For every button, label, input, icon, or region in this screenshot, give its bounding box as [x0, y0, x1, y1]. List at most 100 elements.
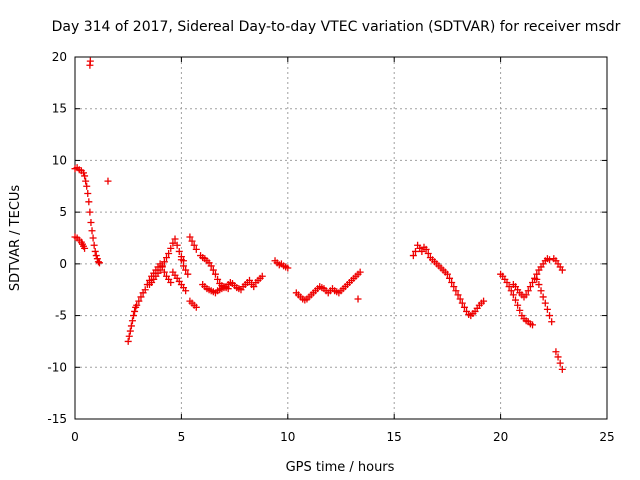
data-point — [95, 259, 103, 267]
x-tick-label: 5 — [178, 430, 186, 444]
data-point — [188, 237, 196, 245]
plot-area-border — [74, 56, 608, 420]
data-point — [141, 286, 149, 294]
series-early-low — [71, 233, 89, 252]
data-point — [554, 353, 562, 361]
data-point — [446, 274, 454, 282]
data-point — [130, 312, 138, 320]
series-segment-16-19h — [409, 241, 488, 320]
series-segment-5-6h — [177, 233, 200, 278]
series-segment-22h — [533, 275, 556, 326]
data-point — [84, 190, 92, 198]
data-point — [163, 254, 171, 262]
data-point — [167, 244, 175, 252]
data-point — [541, 299, 549, 307]
x-tick-label: 25 — [599, 430, 614, 444]
data-point — [156, 266, 164, 274]
data-point — [135, 297, 143, 305]
data-point — [250, 283, 258, 291]
data-point — [448, 278, 456, 286]
series-drop-5.5h — [186, 297, 200, 311]
y-tick-label: 5 — [59, 205, 67, 219]
data-point — [85, 198, 93, 206]
data-point — [93, 255, 101, 263]
data-point — [90, 241, 98, 249]
data-point — [83, 182, 91, 190]
series-lower-4-5h — [169, 268, 190, 295]
data-point — [177, 256, 185, 264]
data-point — [516, 306, 524, 314]
data-point — [526, 283, 534, 291]
data-point — [458, 299, 466, 307]
data-point — [533, 275, 541, 283]
data-point — [173, 241, 181, 249]
y-tick-label: -15 — [47, 412, 67, 426]
grid-lines — [75, 57, 607, 419]
data-point — [207, 262, 215, 270]
data-point — [503, 278, 511, 286]
y-tick-label: 15 — [52, 102, 67, 116]
y-tick-label: -10 — [47, 360, 67, 374]
data-point — [548, 318, 556, 326]
data-point — [127, 322, 135, 330]
y-tick-label: 10 — [52, 153, 67, 167]
data-point — [546, 256, 554, 264]
series-early-high — [71, 164, 103, 267]
data-point — [509, 291, 517, 299]
data-point — [543, 305, 551, 313]
data-point — [552, 348, 560, 356]
data-point — [443, 270, 451, 278]
data-point — [214, 275, 222, 283]
data-point — [356, 268, 364, 276]
chart-title: Day 314 of 2017, Sidereal Day-to-day VTE… — [52, 19, 621, 35]
x-tick-label: 10 — [280, 430, 295, 444]
data-point — [128, 317, 136, 325]
data-point — [535, 281, 543, 289]
data-point — [192, 245, 200, 253]
data-point — [524, 287, 532, 295]
y-tick-label: -5 — [55, 309, 67, 323]
data-point — [160, 268, 168, 276]
data-point — [158, 262, 166, 270]
data-point — [137, 293, 145, 301]
series-segment-22.5h — [550, 255, 566, 373]
data-point — [88, 227, 96, 235]
data-point — [209, 266, 217, 274]
data-point — [424, 250, 432, 258]
data-point — [558, 266, 566, 274]
series-dip-2-3h — [124, 260, 175, 345]
series-segment-13h — [343, 268, 364, 303]
y-tick-label: 0 — [59, 257, 67, 271]
data-point — [92, 252, 100, 260]
data-point — [160, 258, 168, 266]
y-tick-label: 20 — [52, 50, 67, 64]
data-point — [529, 278, 537, 286]
data-point — [81, 172, 89, 180]
data-point — [80, 169, 88, 177]
data-point — [409, 252, 417, 260]
data-point — [131, 307, 139, 315]
x-axis-label: GPS time / hours — [286, 460, 395, 475]
data-point — [182, 266, 190, 274]
data-point — [529, 321, 537, 329]
data-point — [133, 301, 141, 309]
data-point — [192, 303, 200, 311]
y-axis-label: SDTVAR / TECUs — [8, 185, 23, 292]
data-point — [190, 241, 198, 249]
data-point — [126, 327, 134, 335]
data-point — [511, 296, 519, 304]
series-outliers — [86, 57, 112, 185]
data-point — [539, 293, 547, 301]
series-segment-9-10h — [271, 257, 292, 272]
data-point — [558, 365, 566, 373]
x-axis-ticks: 0 5 10 15 20 25 — [71, 57, 615, 444]
data-point — [514, 301, 522, 309]
data-point — [81, 244, 89, 252]
x-tick-label: 0 — [71, 430, 79, 444]
data-point — [124, 337, 132, 345]
data-point — [460, 303, 468, 311]
data-point — [180, 262, 188, 270]
data-point — [86, 208, 94, 216]
data-point — [354, 295, 362, 303]
